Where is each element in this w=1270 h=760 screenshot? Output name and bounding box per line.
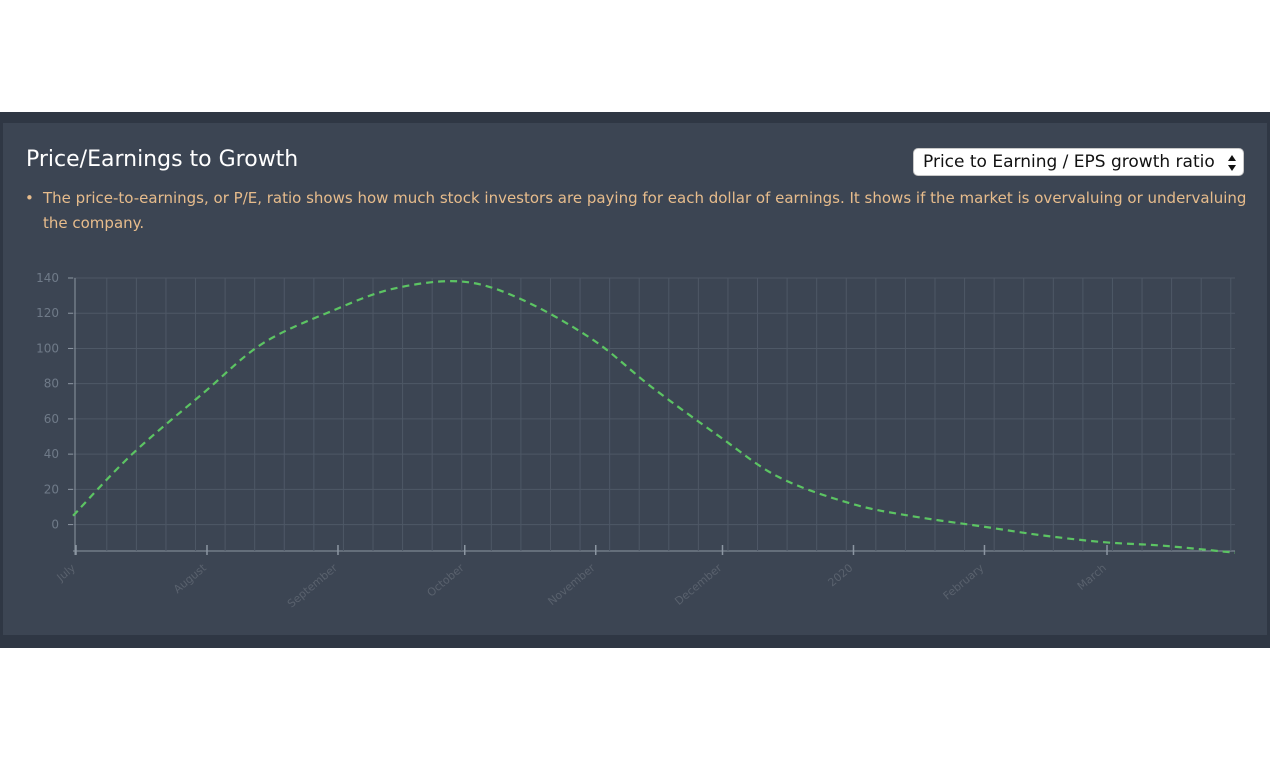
description-text: The price-to-earnings, or P/E, ratio sho… (43, 189, 1247, 232)
x-tick-label: December (672, 561, 724, 608)
y-tick-label: 40 (44, 447, 59, 461)
description-list: • The price-to-earnings, or P/E, ratio s… (25, 186, 1247, 236)
y-tick-label: 140 (36, 271, 59, 285)
x-tick-label: September (285, 561, 340, 610)
y-tick-label: 20 (44, 482, 59, 496)
chart-card: Price/Earnings to Growth Price to Earnin… (3, 123, 1267, 635)
y-tick-label: 120 (36, 306, 59, 320)
x-tick-label: August (171, 561, 209, 596)
metric-select-value: Price to Earning / EPS growth ratio (923, 152, 1215, 172)
bullet-icon: • (25, 189, 34, 207)
x-tick-label: 2020 (826, 561, 856, 589)
series-line (72, 280, 1236, 554)
x-tick-label: March (1075, 561, 1109, 593)
x-tick-label: November (545, 561, 598, 608)
chart-card-title: Price/Earnings to Growth (26, 147, 299, 172)
x-tick-label: July (54, 561, 79, 585)
y-tick-label: 60 (44, 412, 59, 426)
x-tick-label: February (941, 561, 987, 603)
metric-select[interactable]: Price to Earning / EPS growth ratio (913, 148, 1244, 176)
up-down-arrows-icon (1228, 155, 1236, 171)
y-tick-label: 0 (51, 518, 59, 532)
description-item: • The price-to-earnings, or P/E, ratio s… (25, 186, 1247, 236)
y-tick-label: 80 (44, 377, 59, 391)
pe-growth-line-chart: 0 20 40 60 80 100 120 140 July August September Oct… (36, 271, 1236, 610)
x-tick-label: October (425, 561, 467, 600)
y-tick-label: 100 (36, 341, 59, 355)
